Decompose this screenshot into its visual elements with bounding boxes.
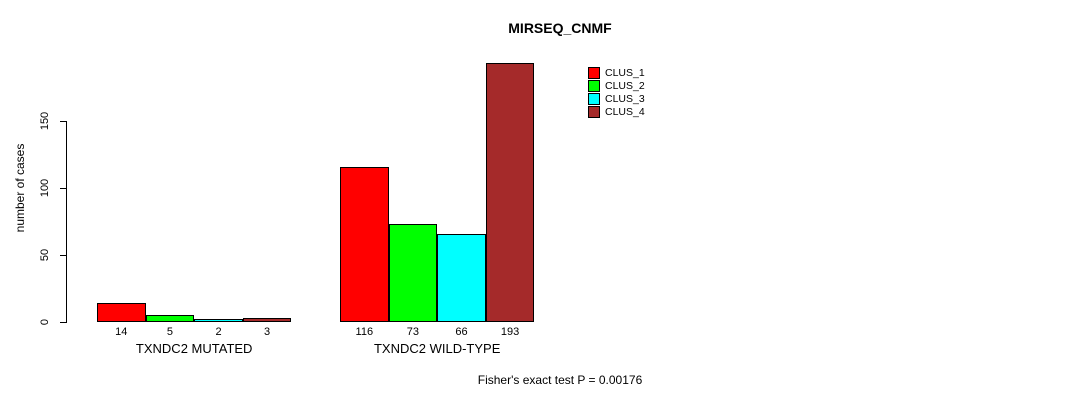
bar-value-label: 14: [115, 326, 128, 338]
y-tick-label: 150: [39, 111, 51, 131]
bar-clus_4: [242, 317, 292, 322]
y-tick-label: 0: [39, 318, 51, 326]
y-tick-label: 50: [39, 248, 51, 262]
y-tick-mark: [60, 322, 66, 323]
x-category-label: TXNDC2 WILD-TYPE: [373, 341, 501, 356]
bar-value-label: 73: [406, 326, 420, 338]
chart-title: MIRSEQ_CNMF: [508, 20, 612, 36]
bar-clus_3: [437, 233, 486, 322]
x-category-label: TXNDC2 MUTATED: [135, 341, 253, 356]
y-tick-mark: [60, 121, 66, 122]
bar-clus_1: [340, 166, 389, 322]
bar-value-label: 5: [166, 326, 173, 338]
bar-clus_3: [194, 319, 243, 322]
bar-clus_1: [97, 303, 146, 322]
legend-swatch-clus_1: [588, 67, 600, 79]
y-tick-mark: [60, 255, 66, 256]
bar-clus_4: [485, 63, 535, 322]
bar-clus_2: [145, 315, 195, 322]
bar-value-label: 193: [500, 326, 520, 338]
legend-swatch-clus_4: [588, 106, 600, 118]
bar-clus_2: [388, 224, 438, 322]
legend-swatch-clus_2: [588, 80, 600, 92]
legend-label: CLUS_1: [605, 67, 645, 79]
bar-value-label: 116: [355, 326, 374, 338]
y-tick-label: 100: [39, 178, 51, 198]
legend-swatch-clus_3: [588, 93, 600, 105]
bar-value-label: 66: [455, 326, 468, 338]
legend-label: CLUS_2: [605, 80, 645, 92]
bar-value-label: 3: [264, 326, 271, 338]
y-axis-label: number of cases: [13, 143, 27, 233]
legend-label: CLUS_3: [605, 93, 645, 105]
legend-label: CLUS_4: [605, 106, 645, 118]
bar-value-label: 2: [215, 326, 222, 338]
y-axis-line: [66, 121, 67, 323]
fisher-test-footnote: Fisher's exact test P = 0.00176: [477, 373, 643, 387]
y-tick-mark: [60, 188, 66, 189]
